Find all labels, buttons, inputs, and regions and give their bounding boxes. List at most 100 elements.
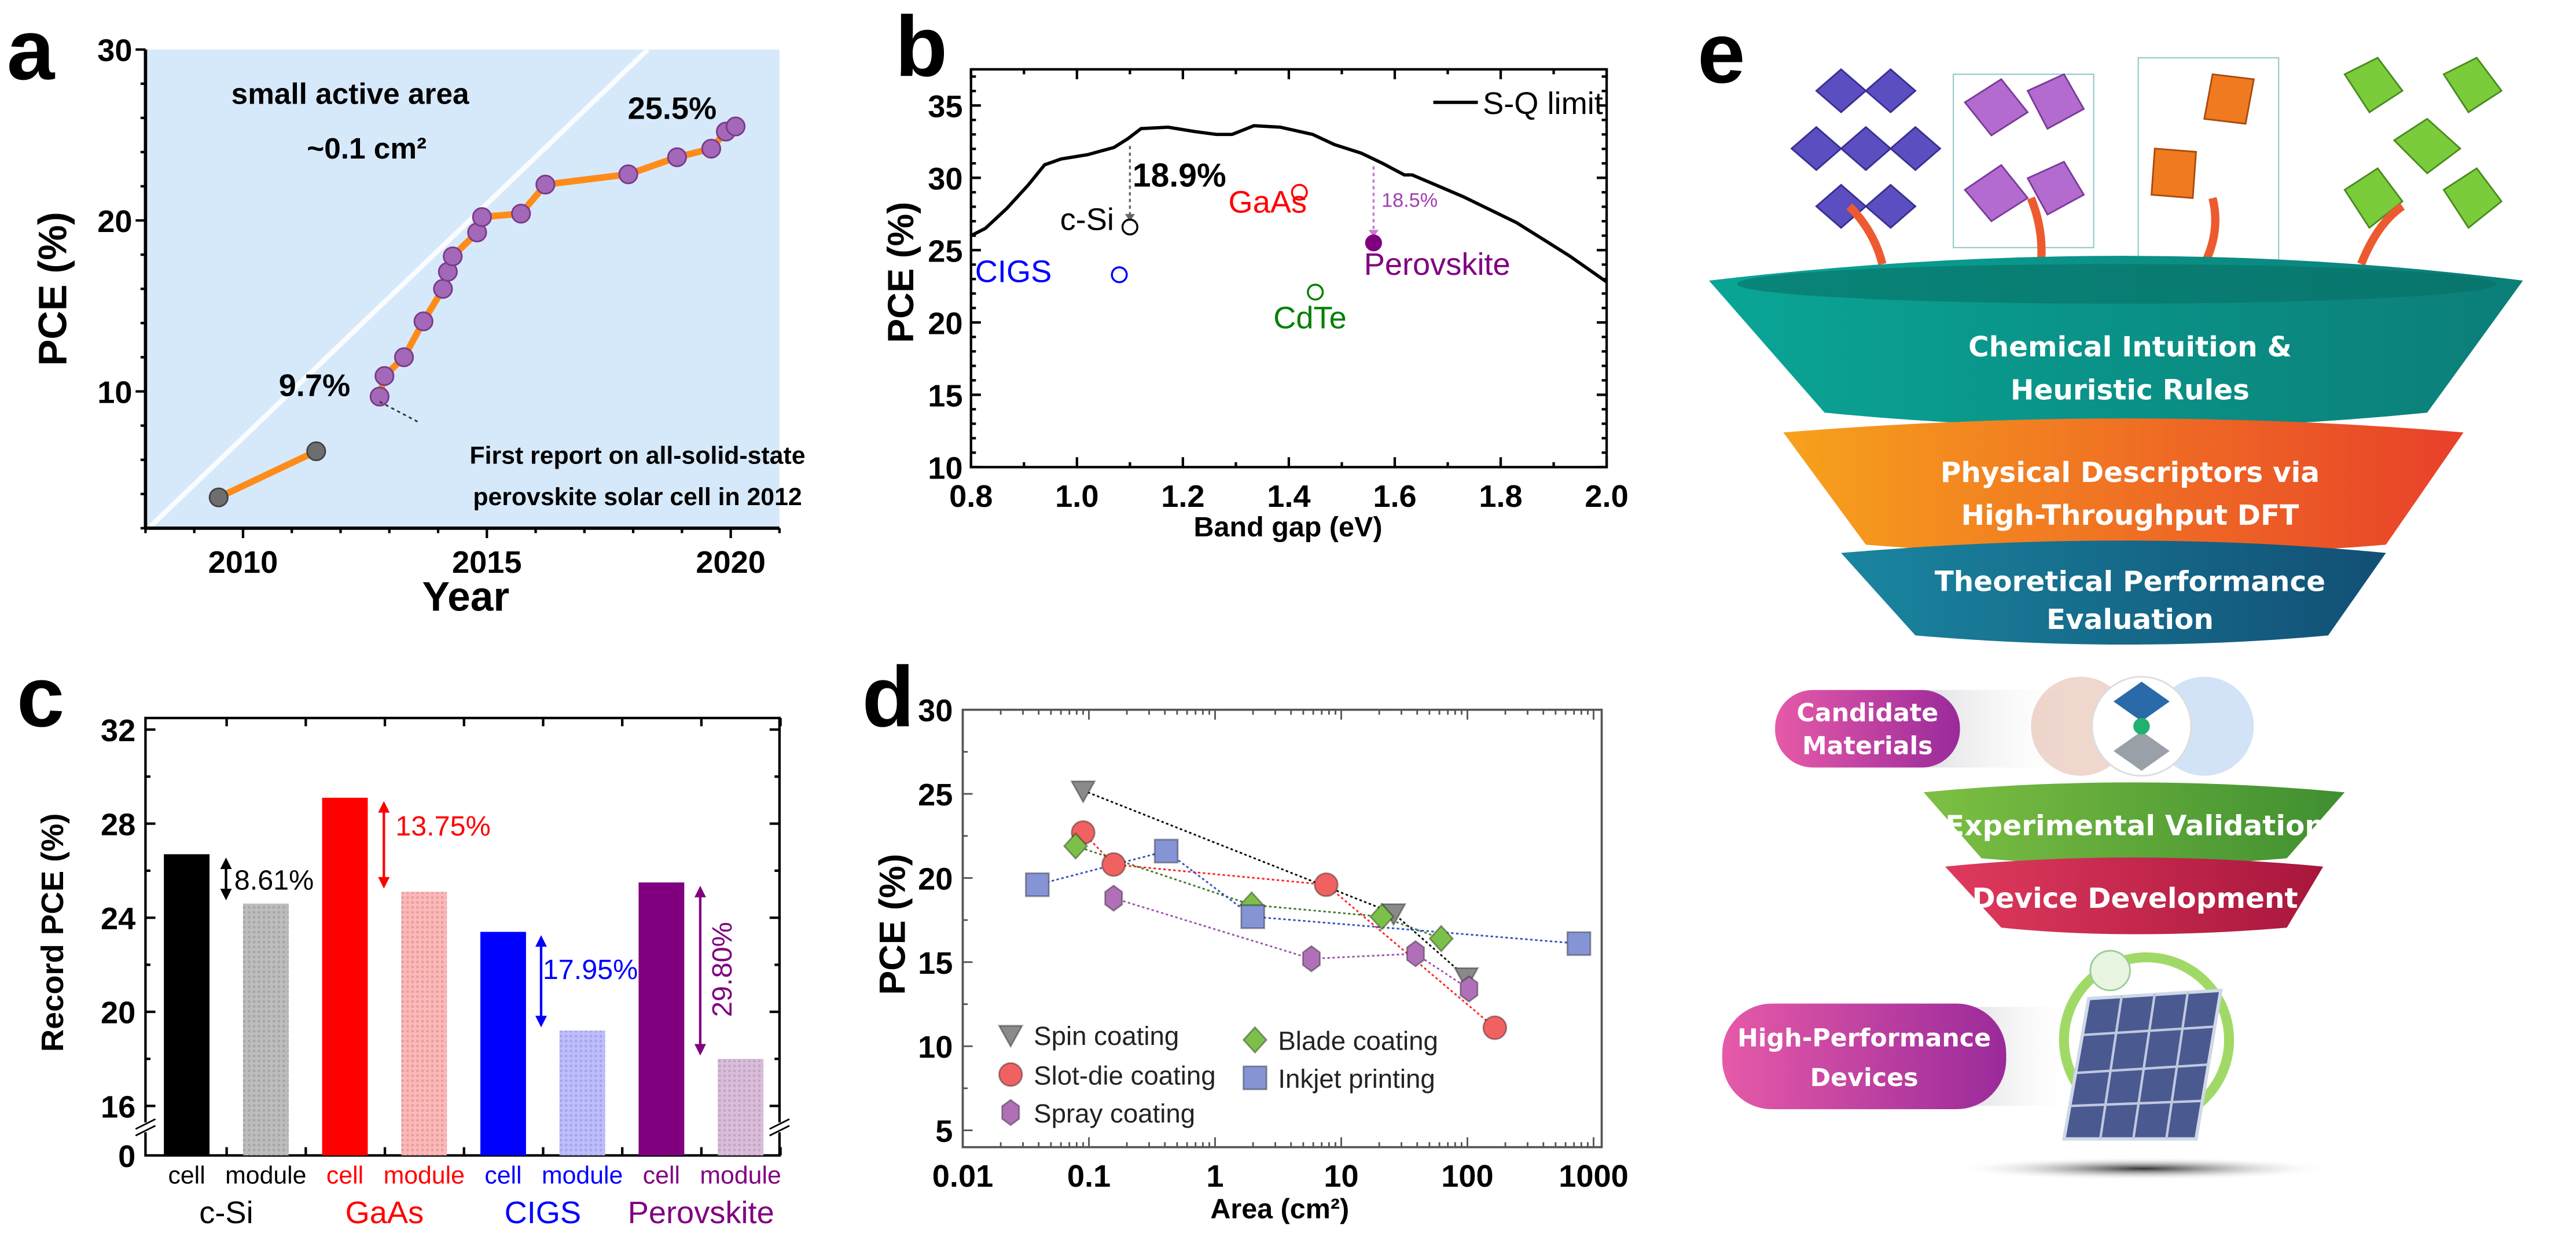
data-point-circle <box>1101 852 1126 877</box>
data-point-diamond <box>1063 832 1089 860</box>
gap-label: 17.95% <box>543 954 638 985</box>
data-point-hexagon <box>1104 884 1123 912</box>
legend-marker-square <box>1243 1065 1267 1091</box>
x-tick-label: 2.0 <box>1585 479 1628 514</box>
panel-label-c: c <box>17 649 65 745</box>
funnel-stage-physical-descriptors <box>1783 418 2464 555</box>
axis-break-gap <box>769 1122 789 1132</box>
y-axis-label: Record PCE (%) <box>35 814 70 1052</box>
legend-label: Inkjet printing <box>1278 1064 1435 1094</box>
funnel-rim <box>1737 264 2497 304</box>
arrow-icons <box>1846 196 2405 266</box>
annotation-arrow <box>379 400 419 423</box>
stage-label-physical-line2: High-Throughput DFT <box>1961 499 2299 532</box>
legend-marker-triangle-down <box>997 1025 1024 1048</box>
annotation-perovskite-gap: 18.5% <box>1381 189 1438 211</box>
bar-gaas-cell <box>322 797 368 1155</box>
data-point-hexagon <box>1460 975 1479 1003</box>
hp-label-line1: High-Performance <box>1737 1024 1991 1053</box>
axis-break-gap <box>135 1122 156 1132</box>
x-tick-label: 2020 <box>696 545 766 580</box>
stage-label-experimental: Experimental Validation <box>1945 809 2325 842</box>
bar-cigs-cell <box>480 932 526 1155</box>
high-performance-devices-pill <box>1722 1003 2007 1110</box>
data-point-diamond <box>1369 903 1395 931</box>
group-label: CIGS <box>505 1195 581 1230</box>
bar-category-label: cell <box>168 1161 205 1189</box>
bar-texture <box>718 1059 764 1155</box>
data-point-cigs <box>1111 266 1128 284</box>
stage-label-theoretical-line1: Theoretical Performance <box>1935 565 2325 598</box>
candidate-materials-pill <box>1775 690 1960 768</box>
x-tick-label: 0.8 <box>949 479 993 514</box>
data-point <box>306 441 326 462</box>
x-tick-label: 1.0 <box>1055 479 1098 514</box>
data-point <box>443 246 463 267</box>
y-tick-label: 24 <box>101 901 135 936</box>
data-point <box>472 207 492 227</box>
stage-label-chemical-line1: Chemical Intuition & <box>1968 331 2292 363</box>
bar-category-label: module <box>225 1161 306 1189</box>
lightbulb-icon <box>2089 949 2131 992</box>
data-point-square <box>1153 838 1179 864</box>
y-tick-label: 35 <box>928 89 962 124</box>
panel-d-area-scatter-chart: 5 10 15 20 25 30 0.01 0.1 1 10 100 1000 PCE (%) Area … <box>873 694 1629 1225</box>
axis-break-mark <box>769 1118 790 1130</box>
series-line-diamond <box>1075 845 1442 940</box>
y-tick-label: 30 <box>918 694 953 728</box>
legend-marker-circle <box>998 1062 1023 1087</box>
crystal-structure-icon-2 <box>1953 73 2094 249</box>
legend-marker-hexagon <box>1001 1099 1020 1127</box>
data-point <box>374 366 395 387</box>
y-tick-label: 20 <box>918 862 953 896</box>
arrowhead-up <box>220 857 232 870</box>
data-point-circle <box>1482 1015 1508 1040</box>
axis-break-mark <box>135 1125 156 1136</box>
funnel-stage-experimental-validation <box>1923 782 2345 865</box>
y-tick-label: 20 <box>101 996 135 1030</box>
arrowhead <box>1125 214 1135 222</box>
bar-texture <box>401 892 447 1155</box>
annotation-area-size: ~0.1 cm² <box>307 132 427 165</box>
y-tick-label: 16 <box>101 1090 135 1124</box>
y-axis-label: PCE (%) <box>881 202 921 343</box>
series-line-circle <box>1082 831 1495 1029</box>
y-axis-label: PCE (%) <box>873 854 913 995</box>
data-point-circle <box>1314 872 1339 897</box>
bar-category-label: cell <box>326 1161 363 1189</box>
annotation-csi-gap: 18.9% <box>1133 157 1226 194</box>
x-tick-label: 10 <box>1324 1159 1358 1194</box>
plot-frame <box>144 716 781 1157</box>
point-label: Perovskite <box>1364 247 1511 282</box>
candidate-crystal-icon <box>2031 676 2254 777</box>
y-tick-label: 0 <box>118 1139 135 1174</box>
gap-label: 8.61% <box>234 864 314 896</box>
bar-texture <box>559 1030 605 1155</box>
group-label: Perovskite <box>628 1195 774 1230</box>
arrowhead-up <box>535 935 547 947</box>
funnel-stage-device-development <box>1945 857 2324 934</box>
x-axis-label: Area (cm²) <box>1210 1193 1349 1224</box>
point-label: CdTe <box>1273 300 1347 335</box>
annotation-first-pce: 9.7% <box>279 369 351 403</box>
x-tick-label: 1.6 <box>1373 479 1416 514</box>
data-point-perovskite <box>1365 234 1382 252</box>
crystal-structure-icon-3 <box>2137 57 2280 265</box>
stage-label-device: Device Development <box>1972 882 2298 915</box>
point-label: CIGS <box>975 254 1052 289</box>
data-point-square <box>1566 931 1592 956</box>
panel-c-record-pce-bar-chart: 0 16 20 24 28 32 Record PCE (%) cell module c-Si 8… <box>35 713 790 1230</box>
panel-a-pce-evolution-chart: 10 20 30 2010 2015 2020 PCE (%) Year small activ… <box>30 34 805 620</box>
data-point-gaas <box>1291 183 1308 201</box>
data-point-square <box>1240 904 1266 929</box>
y-tick-label: 20 <box>97 204 132 239</box>
data-point <box>208 487 229 507</box>
y-tick-label: 25 <box>928 234 962 268</box>
annotation-note-line2: perovskite solar cell in 2012 <box>473 483 802 511</box>
y-tick-label: 15 <box>928 378 962 413</box>
y-tick-label: 5 <box>935 1114 953 1149</box>
series-line-square <box>1037 850 1579 945</box>
panel-e-screening-funnel-diagram: Chemical Intuition & Heuristic Rules Phy… <box>1708 57 2523 1180</box>
annotation-area: small active area <box>231 78 469 111</box>
